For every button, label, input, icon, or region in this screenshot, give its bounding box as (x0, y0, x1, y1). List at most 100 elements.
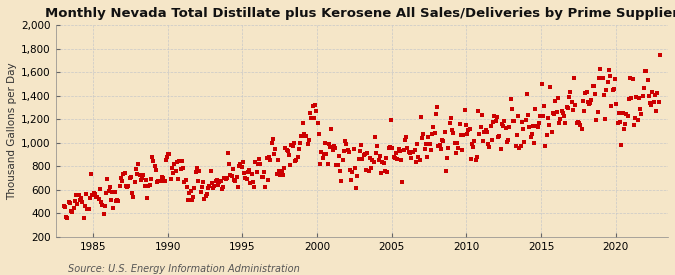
Point (502, 140, 512, 145)
Point (304, 138, 315, 142)
Point (477, 112, 487, 117)
Point (115, 176, 126, 180)
Point (631, 95, 642, 99)
Point (622, 114, 633, 118)
Point (512, 133, 522, 137)
Point (183, 197, 194, 202)
Point (416, 115, 427, 120)
Point (416, 136, 427, 140)
Point (560, 121, 571, 126)
Point (378, 161, 389, 165)
Point (285, 163, 296, 167)
Point (578, 109, 589, 113)
Point (357, 157, 368, 161)
Point (153, 179, 164, 183)
Point (329, 144, 340, 148)
Point (508, 119, 518, 123)
Point (381, 156, 392, 160)
Point (143, 184, 154, 189)
Point (606, 104, 617, 108)
Point (434, 143, 445, 148)
Point (65, 209, 76, 214)
Point (146, 155, 157, 160)
Point (425, 147, 436, 152)
Point (351, 186, 362, 190)
Point (587, 84, 598, 88)
Point (382, 169, 393, 174)
Point (315, 162, 325, 166)
Point (493, 135, 504, 139)
Point (402, 145, 412, 150)
Point (350, 166, 360, 170)
Point (326, 126, 337, 131)
Point (410, 160, 421, 164)
Point (544, 123, 555, 127)
Point (261, 156, 272, 160)
Point (465, 156, 476, 161)
Point (373, 158, 384, 162)
Point (441, 156, 452, 161)
Point (317, 156, 328, 161)
Point (543, 116, 554, 120)
Point (468, 145, 479, 149)
Point (651, 109, 661, 113)
Point (84, 196, 95, 200)
Point (495, 147, 506, 151)
Point (566, 100, 577, 104)
Point (403, 149, 414, 154)
Point (266, 141, 277, 145)
Point (391, 151, 402, 156)
Point (332, 163, 343, 167)
Point (235, 161, 246, 166)
Point (425, 141, 435, 146)
Point (466, 141, 477, 146)
Point (214, 180, 225, 185)
Point (83, 207, 94, 211)
Point (97, 203, 108, 207)
Point (217, 185, 228, 189)
Point (93, 197, 104, 201)
Point (102, 177, 113, 181)
Point (242, 169, 253, 174)
Point (297, 121, 308, 125)
Point (249, 185, 260, 189)
Point (487, 138, 497, 142)
Point (200, 194, 211, 198)
Point (624, 76, 635, 80)
Point (634, 107, 645, 111)
Point (329, 146, 340, 150)
Point (189, 186, 200, 191)
Point (186, 198, 197, 202)
Point (363, 168, 374, 173)
Point (105, 197, 116, 202)
Point (617, 111, 628, 115)
Point (267, 136, 278, 141)
Point (62, 216, 73, 221)
Point (188, 194, 198, 199)
Point (238, 160, 248, 164)
Point (596, 76, 607, 81)
Point (226, 174, 237, 178)
Point (645, 101, 655, 105)
Point (305, 110, 316, 115)
Point (385, 118, 396, 122)
Point (333, 154, 344, 158)
Point (265, 158, 275, 162)
Point (338, 149, 349, 153)
Point (275, 173, 286, 177)
Point (76, 196, 86, 200)
Point (335, 168, 346, 173)
Point (447, 128, 458, 133)
Point (273, 169, 284, 174)
Point (558, 111, 568, 115)
Point (637, 94, 648, 98)
Point (302, 142, 313, 147)
Point (450, 150, 461, 155)
Point (545, 85, 556, 90)
Point (364, 156, 375, 161)
Point (276, 169, 287, 174)
Point (404, 150, 415, 155)
Point (286, 142, 297, 147)
Point (190, 170, 201, 175)
Point (345, 167, 356, 172)
